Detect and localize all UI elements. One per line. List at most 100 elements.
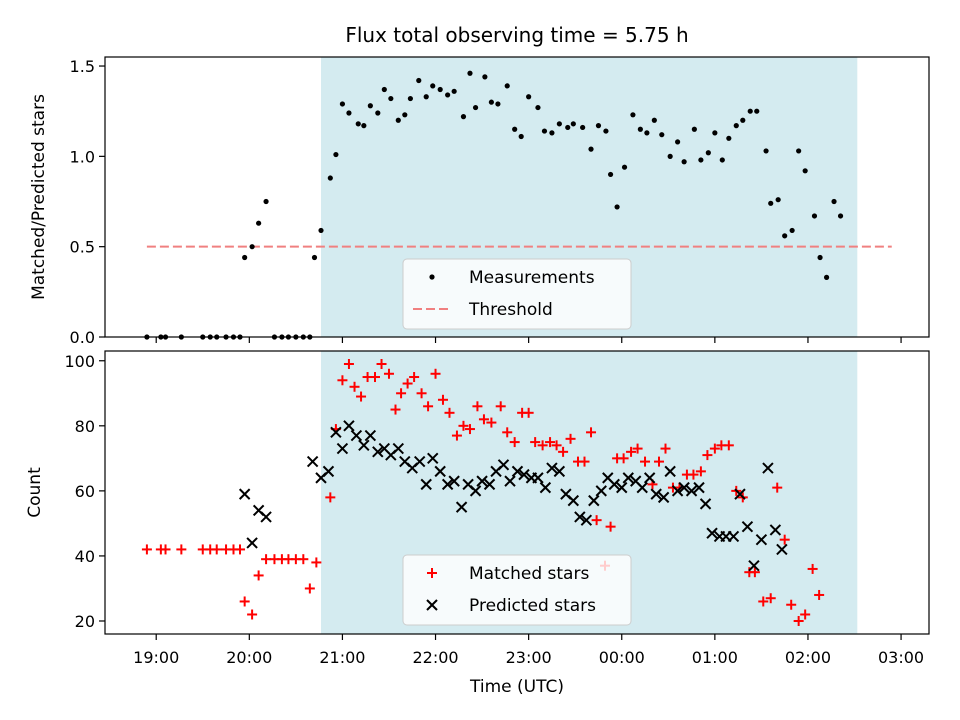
ratio-legend: Measurements Threshold — [402, 258, 632, 330]
matched-star-point — [786, 599, 797, 610]
measurement-point — [361, 123, 367, 129]
predicted-star-point — [553, 465, 566, 478]
measurement-point — [817, 254, 823, 261]
x-axis-label: Time (UTC) — [469, 677, 564, 697]
predicted-star-point — [246, 537, 258, 549]
predicted-star-point — [441, 478, 454, 491]
y-tick-label: 100 — [64, 352, 95, 371]
predicted-star-point — [741, 520, 754, 533]
predicted-star-point — [483, 478, 496, 491]
measurement-point — [256, 220, 262, 226]
measurement-point — [823, 274, 830, 280]
matched-star-point — [530, 437, 541, 448]
measurement-point — [445, 92, 451, 98]
measurement-point — [811, 213, 818, 219]
matched-star-point — [558, 446, 569, 457]
predicted-star-point — [616, 481, 628, 494]
measurement-point — [630, 112, 636, 118]
matched-star-point — [464, 424, 475, 435]
matched-star-point — [545, 437, 556, 448]
predicted-star-point — [588, 494, 600, 507]
measurement-point — [437, 86, 443, 93]
legend-label: Matched stars — [469, 564, 589, 584]
measurement-point — [249, 244, 255, 250]
matched-star-point — [640, 456, 651, 467]
matched-star-point — [337, 375, 348, 386]
measurement-point — [395, 117, 401, 123]
matched-star-point — [444, 407, 455, 418]
predicted-star-point — [539, 481, 552, 494]
matched-star-point — [304, 583, 315, 594]
legend-box — [402, 258, 632, 330]
legend-label: Predicted stars — [469, 596, 596, 616]
predicted-star-point — [260, 511, 272, 523]
predicted-star-point — [595, 485, 607, 497]
predicted-star-point — [518, 468, 530, 481]
matched-star-point — [537, 440, 548, 451]
measurement-point — [541, 128, 548, 134]
matched-star-point — [723, 440, 734, 451]
predicted-star-point — [434, 465, 446, 478]
matched-star-point — [626, 446, 637, 457]
measurement-point — [402, 112, 408, 118]
predicted-star-point — [413, 455, 426, 468]
measurement-point — [472, 104, 479, 111]
matched-star-point — [749, 567, 760, 578]
matched-star-point — [370, 372, 381, 383]
predicted-star-point — [622, 472, 634, 484]
matched-star-point — [509, 437, 520, 448]
predicted-star-point — [727, 530, 740, 543]
matched-star-point — [472, 401, 483, 412]
predicted-star-point — [657, 491, 670, 504]
measurement-point — [588, 146, 594, 152]
legend-plus-marker — [427, 568, 437, 578]
y-tick-label: 60 — [75, 482, 95, 501]
y-tick-label: 1.0 — [70, 147, 95, 166]
measurement-point — [637, 126, 643, 132]
count-panel: 20 40 60 80 100 19:00 20:00 21:00 22:00 23:00 00:… — [25, 350, 930, 667]
measurement-point — [518, 133, 524, 140]
measurement-point — [311, 254, 318, 261]
matched-star-point — [586, 427, 597, 438]
measurement-point — [381, 86, 387, 93]
predicted-star-point — [567, 494, 580, 507]
matched-star-point — [325, 492, 336, 503]
measurement-point — [423, 94, 429, 100]
matched-star-point — [632, 443, 643, 454]
predicted-star-point — [546, 462, 558, 474]
measurement-point — [726, 135, 732, 141]
x-tick-label: 02:00 — [785, 648, 831, 667]
measurement-point — [644, 130, 650, 136]
x-tick-label: 21:00 — [319, 648, 365, 667]
predicted-star-point — [306, 455, 319, 468]
matched-star-point — [458, 420, 469, 431]
predicted-star-point — [455, 501, 468, 513]
predicted-star-point — [574, 511, 586, 523]
predicted-star-point — [678, 481, 690, 494]
measurement-point — [388, 95, 394, 102]
measurement-point — [675, 139, 681, 145]
ratio-panel: 0.0 0.5 1.0 1.5 Matched/Predicted stars Mea… — [29, 56, 930, 347]
matched-star-point — [390, 404, 401, 415]
measurement-point — [782, 233, 788, 239]
measurement-point — [621, 164, 628, 170]
measurement-point — [460, 114, 467, 120]
matched-star-point — [383, 368, 394, 379]
measurement-point — [580, 124, 586, 131]
predicted-star-point — [671, 485, 684, 497]
matched-star-point — [779, 534, 790, 545]
matched-star-point — [523, 407, 534, 418]
measurement-point — [367, 103, 373, 109]
x-tick-label: 03:00 — [878, 648, 924, 667]
predicted-star-point — [330, 426, 342, 439]
x-tick-label: 22:00 — [412, 648, 458, 667]
matched-star-point — [176, 544, 187, 555]
measurement-point — [512, 126, 518, 132]
measurement-point — [549, 130, 555, 136]
matched-star-point — [356, 391, 367, 402]
measurement-point — [691, 126, 697, 132]
measurement-point — [333, 151, 339, 158]
predicted-star-point — [699, 498, 712, 510]
predicted-star-point — [238, 488, 251, 500]
predicted-star-point — [343, 420, 355, 432]
